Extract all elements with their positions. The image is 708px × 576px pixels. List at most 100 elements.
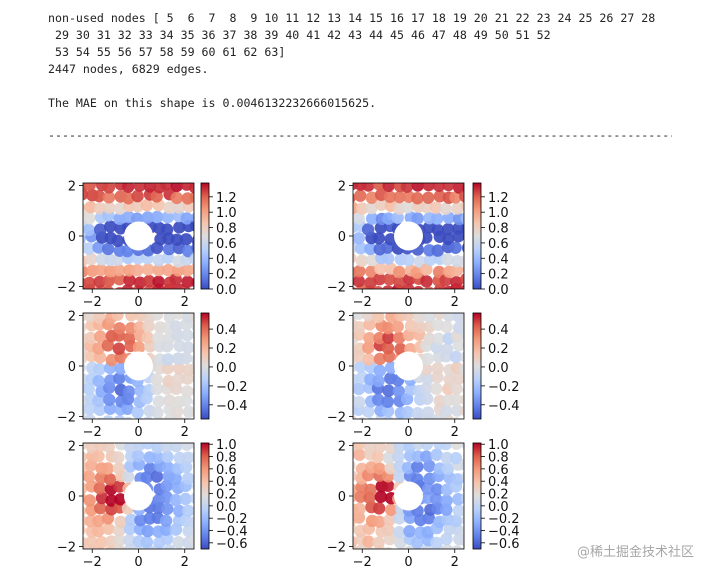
mesh-node <box>441 462 455 475</box>
mesh-node <box>382 252 395 265</box>
mesh-node <box>95 491 109 505</box>
mesh-node <box>102 191 116 204</box>
x-tick-label: 0 <box>404 425 412 440</box>
mesh-node <box>113 372 126 385</box>
colorbar-tick-label: 0.2 <box>216 342 237 357</box>
mesh-node <box>361 223 375 236</box>
mesh-node <box>362 353 375 366</box>
mesh-node <box>382 331 395 344</box>
mesh-node <box>122 183 135 193</box>
mesh-node <box>162 242 176 256</box>
mesh-node <box>461 515 464 526</box>
colorbar-tick-label: −0.6 <box>488 537 520 552</box>
mesh-node <box>190 492 194 504</box>
mesh-node <box>382 523 395 536</box>
mesh-node <box>363 443 377 454</box>
mesh-node <box>85 535 98 549</box>
mesh-node <box>365 253 379 267</box>
mesh-node <box>381 341 395 355</box>
mesh-node <box>402 313 415 322</box>
mesh-node <box>93 363 106 376</box>
mesh-node <box>461 319 464 331</box>
mesh-node <box>94 263 108 277</box>
mesh-node <box>423 332 436 345</box>
mesh-node <box>411 536 424 549</box>
mesh-node <box>461 330 464 342</box>
mesh-node <box>172 372 185 385</box>
mesh-node <box>181 451 194 464</box>
mesh-node <box>125 513 138 526</box>
mesh-node <box>372 502 386 515</box>
colorbar <box>200 312 210 420</box>
mesh-node <box>460 404 464 417</box>
mesh-node <box>430 382 443 395</box>
colorbar-tick-label: 0.4 <box>488 475 509 490</box>
mesh-node <box>161 461 175 474</box>
mesh-node <box>459 190 464 203</box>
mesh-node <box>429 492 443 506</box>
mesh-node <box>401 406 414 419</box>
mesh-node <box>191 354 194 365</box>
mesh-node <box>383 273 396 286</box>
mesh-node <box>141 443 155 450</box>
mesh-node <box>123 332 136 345</box>
mesh-node <box>94 330 107 343</box>
mesh-node <box>385 503 398 516</box>
mesh-node <box>375 198 388 211</box>
mesh-node <box>112 462 126 475</box>
mesh-node <box>353 460 356 471</box>
mesh-node <box>143 183 157 193</box>
x-tick-label: 2 <box>181 425 189 440</box>
mesh-node <box>394 342 407 356</box>
y-tick-label: −2 <box>57 280 76 295</box>
mesh-node <box>393 190 406 204</box>
mesh-node <box>382 183 395 192</box>
x-tick-label: 2 <box>451 555 459 570</box>
mesh-node <box>413 285 424 289</box>
mesh-node <box>411 183 424 192</box>
mesh-node <box>141 263 155 276</box>
y-tick-label: 2 <box>338 310 346 325</box>
mesh-node <box>392 526 406 539</box>
colorbar-tick-label: 0.6 <box>488 237 509 252</box>
mesh-node <box>363 318 376 331</box>
colorbar-tick-label: 0.6 <box>216 237 237 252</box>
mesh-node <box>170 191 183 205</box>
mesh-node <box>403 525 416 538</box>
y-tick-label: −2 <box>327 280 346 295</box>
mesh-node <box>133 183 146 192</box>
mesh-node <box>182 504 194 518</box>
colorbar-tick-label: 0.6 <box>488 463 509 478</box>
mesh-node <box>94 223 107 236</box>
mesh-node <box>192 397 194 407</box>
mesh-node <box>392 385 405 398</box>
colorbar-tick-label: 0.8 <box>488 451 509 466</box>
mesh-node <box>451 473 464 486</box>
mesh-node <box>420 263 433 276</box>
mesh-node <box>442 232 455 246</box>
mesh-node <box>173 504 186 518</box>
y-tick-label: 2 <box>338 180 346 195</box>
mesh-node <box>92 241 105 254</box>
mesh-node <box>181 329 194 342</box>
mesh-node <box>432 183 446 192</box>
mesh-node <box>452 372 464 385</box>
colorbar-tick-label: −0.4 <box>216 525 248 540</box>
mesh-node <box>123 274 136 287</box>
mesh-node <box>440 404 453 418</box>
y-tick-label: 0 <box>338 230 346 245</box>
mesh-node <box>124 322 138 335</box>
mesh-node <box>420 231 433 244</box>
colorbar-tick-label: 1.2 <box>488 191 509 206</box>
mesh-node <box>85 252 98 266</box>
mesh-node <box>430 448 443 461</box>
mesh-node <box>172 536 185 549</box>
mesh-node <box>373 331 386 345</box>
mesh-node <box>422 183 435 192</box>
mesh-node <box>112 451 125 464</box>
mesh-node <box>423 313 436 323</box>
mesh-node <box>101 462 115 475</box>
mesh-node <box>431 370 444 384</box>
mesh-node <box>394 536 407 549</box>
mesh-node <box>365 191 378 204</box>
